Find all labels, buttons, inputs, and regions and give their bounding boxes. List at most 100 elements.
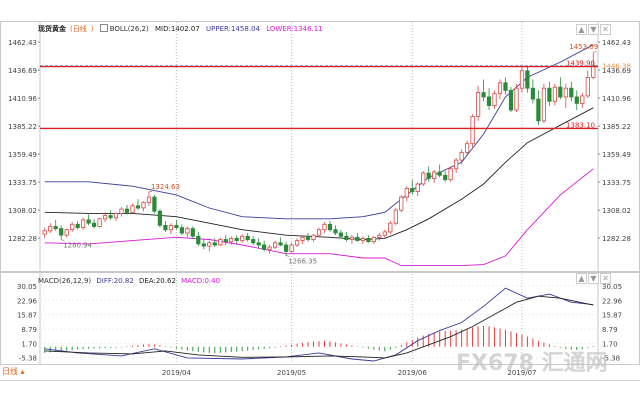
panel-close-icon[interactable]: ✕: [600, 24, 611, 35]
candle-body: [196, 235, 201, 245]
candle-body: [569, 87, 574, 98]
horizontal-level-label: 1383.10: [566, 121, 595, 129]
candle: [207, 240, 212, 252]
candle: [432, 169, 437, 183]
price-tick-right: 1308.02: [602, 207, 631, 215]
macd-down-arrow-icon[interactable]: ▼: [588, 273, 599, 284]
macd-tick-left: 8.79: [21, 326, 37, 334]
candle-body: [410, 187, 415, 193]
candle-body: [64, 229, 69, 236]
candle: [443, 170, 448, 182]
candle-body: [113, 212, 119, 219]
candle-body: [508, 90, 514, 111]
annotation-pointer: [593, 50, 597, 53]
candle-body: [152, 196, 157, 212]
chart-gridlines: [40, 22, 598, 364]
candle: [185, 226, 190, 238]
price-tick-left: 1333.75: [8, 179, 37, 187]
candle-body: [163, 224, 168, 231]
candle: [311, 234, 316, 242]
candle: [464, 140, 470, 156]
candle: [157, 209, 162, 228]
candle-body: [267, 246, 272, 250]
macd-tick-right: 22.96: [602, 297, 623, 305]
candle-body: [415, 183, 420, 192]
macd-tick-right: 1.70: [602, 340, 618, 348]
candle: [360, 236, 366, 244]
candle: [366, 235, 371, 243]
candle-body: [349, 236, 355, 240]
candle-body: [355, 236, 360, 242]
candle: [256, 238, 261, 249]
candle-body: [344, 235, 349, 241]
candlestick-series: [42, 52, 596, 256]
candle: [563, 83, 568, 108]
candle: [135, 199, 141, 211]
candle: [103, 212, 108, 223]
candle: [278, 237, 283, 247]
boll-settings-icon[interactable]: [99, 24, 108, 32]
candle: [453, 157, 459, 174]
candle: [415, 181, 420, 196]
price-tick-right: 1385.22: [602, 123, 631, 131]
candle-body: [234, 237, 239, 241]
candle-body: [289, 244, 294, 252]
candle: [338, 229, 344, 239]
candle-body: [388, 222, 393, 233]
candle-body: [558, 86, 563, 98]
candle: [251, 236, 256, 245]
candle: [305, 232, 311, 242]
candle-body: [377, 234, 382, 238]
candle: [240, 234, 245, 243]
macd-axis: 30.05 30.05 22.96 22.96 15.87 15.87 8.79 8.79 1.…: [17, 283, 623, 363]
macd-diff-value: DIFF:20.82: [96, 277, 134, 285]
macd-panel: [44, 287, 594, 362]
candle-body: [525, 70, 530, 89]
candle: [481, 79, 486, 102]
candle: [64, 228, 69, 238]
candle-body: [541, 87, 547, 122]
candle: [146, 191, 152, 206]
candle-body: [179, 227, 184, 234]
watermark-text: FX678 汇通网: [456, 351, 608, 376]
macd-close-icon[interactable]: ✕: [600, 273, 611, 284]
candle-body: [481, 92, 486, 98]
candle-body: [437, 171, 442, 176]
candle-body: [300, 236, 305, 242]
price-axis: 1462.43 1462.43 1436.69 1436.69 1410.96 1410.…: [8, 39, 631, 243]
current-price-label: 1446.38: [602, 62, 631, 70]
candle-body: [146, 196, 152, 203]
candle-body: [48, 226, 53, 232]
candle: [508, 87, 514, 113]
candle: [377, 232, 382, 241]
price-tick-left: 1436.69: [8, 67, 37, 75]
date-axis: 2019/04 2019/05 2019/06 2019/07: [162, 369, 537, 377]
candle: [130, 203, 135, 214]
boll-lower-line: [44, 168, 594, 267]
candle-body: [448, 168, 453, 181]
panel-down-arrow-icon[interactable]: ▼: [588, 24, 599, 35]
candle: [113, 212, 119, 222]
candle: [349, 235, 355, 244]
candle-body: [168, 224, 173, 231]
candle-body: [97, 218, 102, 227]
candle: [497, 79, 503, 100]
candle: [382, 229, 387, 239]
price-tick-left: 1410.96: [8, 95, 37, 103]
price-tick-left: 1359.49: [8, 151, 37, 159]
candle: [316, 227, 322, 238]
macd-up-arrow-icon[interactable]: ▲: [576, 273, 587, 284]
candle-body: [305, 236, 311, 240]
candle: [212, 238, 217, 248]
panel-up-arrow-icon[interactable]: ▲: [576, 24, 587, 35]
candle: [475, 86, 481, 121]
macd-dea-value: DEA:20.62: [139, 277, 176, 285]
candle: [541, 83, 547, 124]
period-selector[interactable]: 日线 ▴: [2, 366, 25, 377]
fx678-watermark-logo: FX678 汇通网: [456, 345, 608, 377]
candle: [196, 231, 201, 247]
macd-tick-left: 15.87: [17, 312, 37, 320]
candle: [426, 166, 431, 182]
macd-tick-right: 15.87: [602, 312, 622, 320]
